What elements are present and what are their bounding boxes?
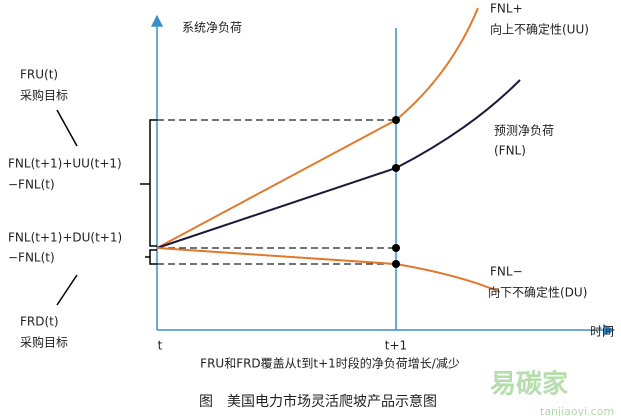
axes	[151, 14, 616, 336]
watermark: tanjiaoyi.com	[540, 405, 614, 416]
left-label: −FNL(t)	[8, 178, 55, 192]
curve-label: (FNL)	[494, 144, 526, 158]
point	[392, 244, 400, 252]
point	[392, 116, 400, 124]
x-label: 时间	[590, 325, 614, 339]
left-label: FNL(t+1)+DU(t+1)	[8, 231, 122, 245]
pointer-line	[56, 274, 78, 306]
left-label: FRD(t)	[20, 315, 59, 329]
up-bracket	[140, 119, 157, 247]
upper-curve	[156, 7, 479, 249]
point	[392, 260, 400, 268]
left-label: −FNL(t)	[8, 251, 55, 265]
curve-label: 预测净负荷	[494, 124, 554, 138]
watermark: 易碳家	[490, 369, 568, 400]
forecast-curve	[156, 79, 521, 249]
curve-label: FNL−	[490, 265, 523, 279]
t-label: t	[158, 339, 163, 353]
left-label: FNL(t+1)+UU(t+1)	[8, 157, 122, 171]
y-label: 系统净负荷	[182, 21, 242, 35]
curve-label: FNL+	[490, 2, 523, 16]
figure-title: 图 美国电力市场灵活爬坡产品示意图	[199, 393, 437, 410]
t1-label: t+1	[385, 339, 407, 353]
curve-label: 向上不确定性(UU)	[490, 22, 589, 37]
points	[392, 116, 400, 268]
pointer-line	[56, 109, 78, 147]
down-bracket	[145, 249, 157, 265]
caption: FRU和FRD覆盖从t到t+1时段的净负荷增长/减少	[200, 356, 460, 371]
curve-label: 向下不确定性(DU)	[488, 285, 587, 300]
brackets	[56, 109, 157, 306]
left-label: 采购目标	[20, 335, 68, 350]
dashed-lines	[157, 119, 396, 265]
left-label: 采购目标	[20, 88, 68, 103]
point	[392, 164, 400, 172]
lower-curve	[156, 247, 501, 293]
left-label: FRU(t)	[20, 68, 58, 82]
